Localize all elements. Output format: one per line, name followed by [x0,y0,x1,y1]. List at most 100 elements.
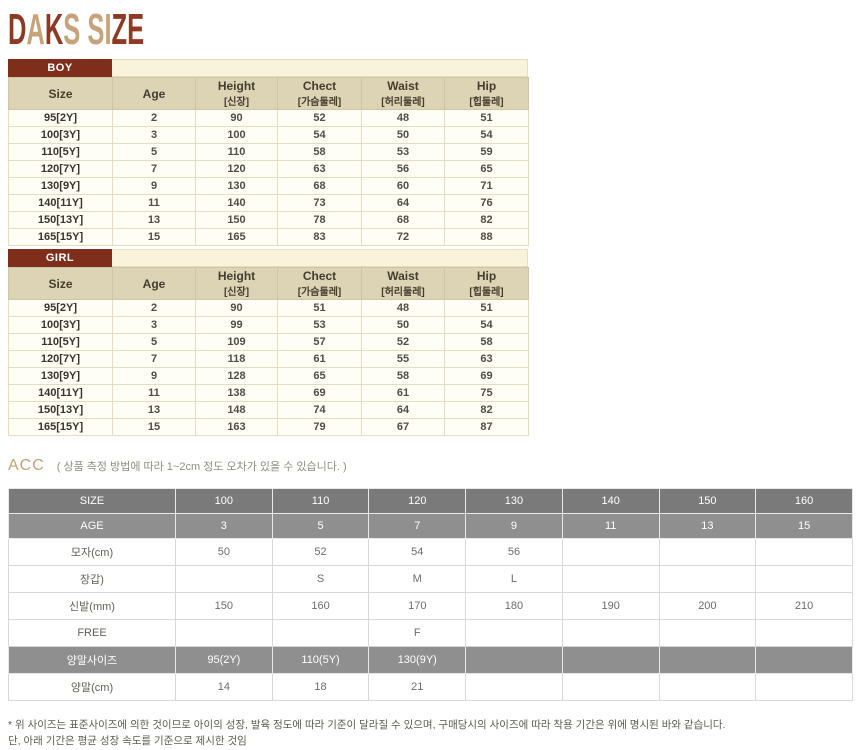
header-cell-waist: Waist [허리둘레] [361,77,445,110]
logo-letter: S [63,5,81,54]
size-value-cell: 87 [444,418,529,436]
size-row: 120[7Y] 7 118 61 55 63 [8,350,529,368]
size-value-cell: 165 [195,228,278,246]
acc-value-cell [175,565,273,593]
acc-value-cell: M [368,565,467,593]
size-value-cell: 163 [195,418,278,436]
logo-letter: K [44,5,64,54]
acc-value-cell [658,673,757,701]
size-value-cell: 68 [277,177,362,195]
header-label-en: Hip [476,269,497,283]
acc-value-cell [561,538,660,566]
size-value-cell: 54 [277,126,362,144]
acc-value-cell [755,565,853,593]
size-value-cell: 51 [277,299,362,317]
header-label-kr: [신장] [223,287,250,298]
size-table-boy: Size Age Height [신장] Chect [가슴둘레] Waist [허리둘레] H… [8,77,529,246]
size-label-cell: 140[11Y] [8,194,113,212]
size-table-head: Size Age Height [신장] Chect [가슴둘레] Waist [허리둘레] H… [8,267,529,300]
acc-value-cell: 9 [465,513,563,539]
header-cell-chect: Chect [가슴둘레] [277,77,362,110]
size-value-cell: 63 [277,160,362,178]
size-table-body: 95[2Y] 2 90 52 48 51 100[3Y] 3 100 54 50 54 110[5Y] 5… [8,109,529,246]
header-cell-age: Age [112,267,196,300]
size-label-cell: 165[15Y] [8,228,113,246]
acc-table: SIZE 100 110 120 130 140 150 160 AGE 3 5 7 9 11 13 15 모자… [8,488,853,701]
size-label-cell: 130[9Y] [8,367,113,385]
size-row: 95[2Y] 2 90 51 48 51 [8,299,529,317]
size-label-cell: 150[13Y] [8,211,113,229]
size-value-cell: 60 [361,177,445,195]
acc-value-cell: 160 [271,592,370,620]
acc-value-cell [755,619,853,647]
acc-row: FREE F [8,619,853,647]
size-value-cell: 76 [444,194,529,212]
header-label-en: Age [142,86,166,101]
size-header-row: Size Age Height [신장] Chect [가슴둘레] Waist [허리둘레] H… [8,77,529,110]
size-value-cell: 2 [112,299,196,317]
acc-header-row-size: SIZE 100 110 120 130 140 150 160 [8,488,853,514]
size-table-section-girl: GIRL Size Age Height [신장] Chect [가슴둘레] Waist [허리… [8,249,529,436]
acc-value-cell [465,619,563,647]
acc-value-cell: 7 [368,513,467,539]
header-label-kr: [신장] [223,97,250,108]
acc-heading: ACC ( 상품 측정 방법에 따라 1~2cm 정도 오차가 있을 수 있습니… [8,456,853,476]
size-value-cell: 59 [444,143,529,161]
size-row: 165[15Y] 15 163 79 67 87 [8,418,529,436]
size-value-cell: 5 [112,143,196,161]
size-value-cell: 130 [195,177,278,195]
size-value-cell: 61 [277,350,362,368]
size-value-cell: 69 [444,367,529,385]
acc-label-cell: 양말(cm) [8,673,176,701]
acc-value-cell: 56 [465,538,563,566]
size-value-cell: 90 [195,109,278,127]
acc-value-cell: 160 [755,488,853,514]
acc-value-cell: 13 [658,513,757,539]
header-cell-height: Height [신장] [195,77,278,110]
daks-size-logo: DAKS SIZE [8,5,498,54]
acc-value-cell [561,646,660,674]
size-value-cell: 53 [361,143,445,161]
acc-value-cell: 50 [175,538,273,566]
size-row: 130[9Y] 9 128 65 58 69 [8,367,529,385]
header-cell-size: Size [8,267,113,300]
size-label-cell: 110[5Y] [8,143,113,161]
size-value-cell: 69 [277,384,362,402]
acc-value-cell [465,673,563,701]
acc-label-cell: FREE [8,619,176,647]
size-value-cell: 79 [277,418,362,436]
acc-value-cell: 18 [271,673,370,701]
size-row: 130[9Y] 9 130 68 60 71 [8,177,529,195]
acc-value-cell [175,619,273,647]
acc-value-cell: 95(2Y) [175,646,273,674]
header-cell-hip: Hip [힙둘레] [444,267,529,300]
size-value-cell: 90 [195,299,278,317]
size-value-cell: 53 [277,316,362,334]
acc-value-cell [658,646,757,674]
size-value-cell: 82 [444,401,529,419]
category-tab-boy: BOY [8,59,112,77]
size-tables: BOY Size Age Height [신장] Chect [가슴둘레] Waist [허리둘… [8,59,853,436]
size-header-row: Size Age Height [신장] Chect [가슴둘레] Waist [허리둘레] H… [8,267,529,300]
acc-label-cell: 신발(mm) [8,592,176,620]
size-value-cell: 51 [444,299,529,317]
header-cell-height: Height [신장] [195,267,278,300]
size-value-cell: 88 [444,228,529,246]
acc-value-cell: 14 [175,673,273,701]
header-cell-hip: Hip [힙둘레] [444,77,529,110]
category-tab-strip [112,59,528,77]
category-tab-girl: GIRL [8,249,112,267]
acc-row: 양말사이즈 95(2Y) 110(5Y) 130(9Y) [8,646,853,674]
header-label-kr: [허리둘레] [381,287,425,298]
acc-value-cell [755,538,853,566]
header-cell-chect: Chect [가슴둘레] [277,267,362,300]
acc-value-cell: 5 [271,513,370,539]
size-label-cell: 110[5Y] [8,333,113,351]
acc-value-cell: 11 [561,513,660,539]
size-row: 95[2Y] 2 90 52 48 51 [8,109,529,127]
size-value-cell: 65 [444,160,529,178]
size-value-cell: 83 [277,228,362,246]
acc-value-cell: 52 [271,538,370,566]
size-value-cell: 48 [361,109,445,127]
size-label-cell: 95[2Y] [8,299,113,317]
